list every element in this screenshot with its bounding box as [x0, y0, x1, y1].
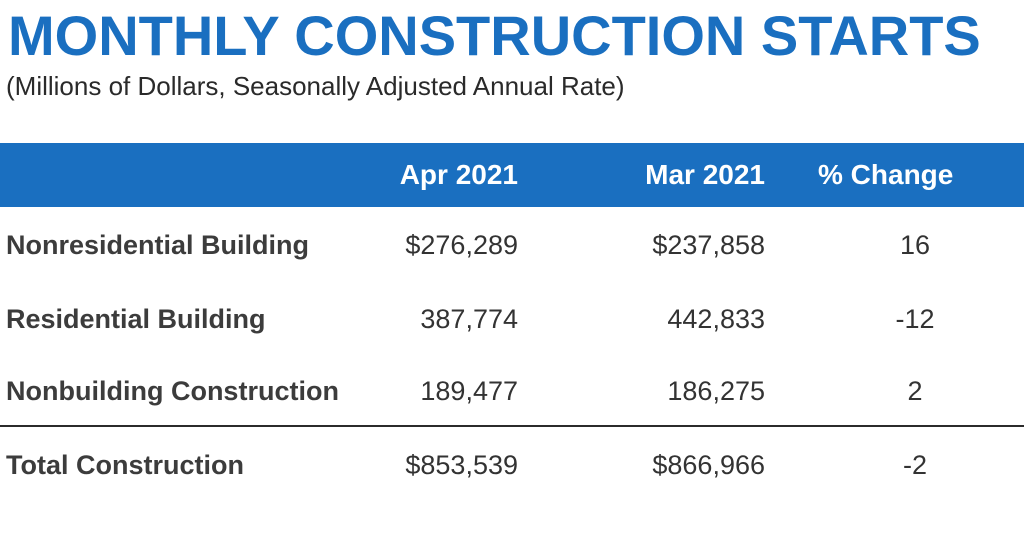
table-header: Apr 2021 Mar 2021 % Change [0, 143, 1024, 207]
page-title: MONTHLY CONSTRUCTION STARTS [8, 4, 981, 67]
cell-apr-value: $276,289 [405, 230, 518, 260]
table-row-total: Total Construction $853,539 $866,966 -2 [0, 437, 1024, 493]
cell-apr-value: 387,774 [420, 304, 518, 334]
table-row-residential: Residential Building 387,774 442,833 -12 [0, 291, 1024, 347]
cell-mar-value: $237,858 [652, 230, 765, 260]
table-row-nonbuilding: Nonbuilding Construction 189,477 186,275… [0, 363, 1024, 419]
cell-mar-value: 186,275 [667, 376, 765, 406]
row-label: Nonbuilding Construction [6, 376, 339, 406]
cell-apr-value: 189,477 [420, 376, 518, 406]
cell-change-value: -2 [902, 450, 927, 480]
cell-change-value: 16 [899, 230, 931, 260]
cell-mar-value: $866,966 [652, 450, 765, 480]
column-header-percent-change: % Change [818, 159, 954, 190]
cell-mar-value: 442,833 [667, 304, 765, 334]
cell-change-value: -12 [895, 304, 935, 334]
row-label: Total Construction [6, 450, 244, 480]
cell-apr-value: $853,539 [405, 450, 518, 480]
row-label: Residential Building [6, 304, 266, 334]
total-divider [0, 425, 1024, 427]
row-label: Nonresidential Building [6, 230, 310, 260]
column-header-apr-2021: Apr 2021 [399, 159, 518, 190]
table-row-nonresidential: Nonresidential Building $276,289 $237,85… [0, 217, 1024, 273]
cell-change-value: 2 [907, 376, 923, 406]
page-subtitle: (Millions of Dollars, Seasonally Adjuste… [6, 71, 625, 101]
column-header-mar-2021: Mar 2021 [645, 159, 765, 190]
